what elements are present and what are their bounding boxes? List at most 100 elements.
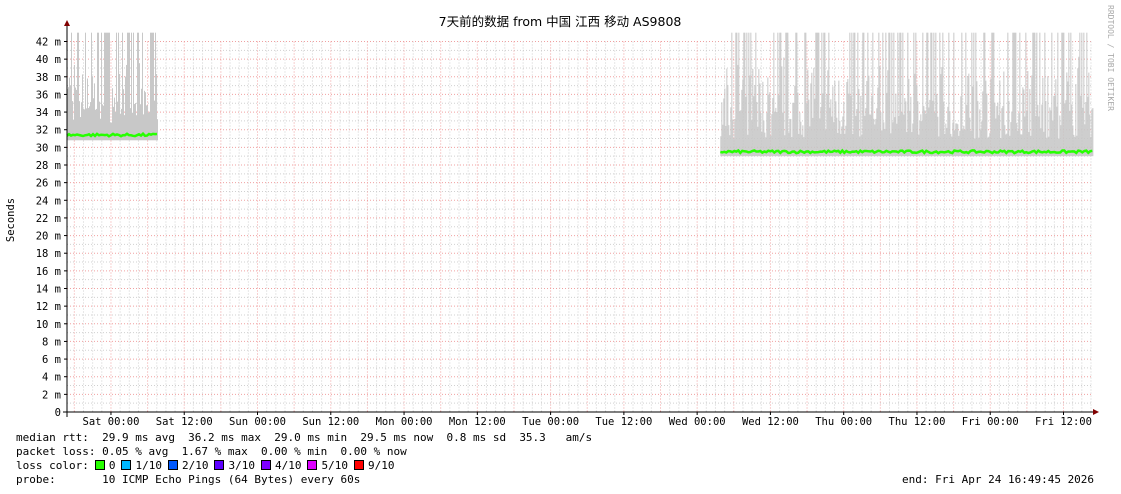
smoke-bar xyxy=(1039,32,1041,157)
smoke-bar xyxy=(864,115,866,157)
smoke-bar xyxy=(872,32,874,157)
smoke-bar xyxy=(775,107,777,157)
smoke-bar xyxy=(103,105,104,141)
y-tick-label: 20 m xyxy=(36,231,61,243)
smoke-bar xyxy=(110,122,111,141)
smoke-bar xyxy=(763,120,765,157)
smoke-bar xyxy=(1047,76,1049,157)
smoke-bar xyxy=(114,97,115,141)
y-axis-arrow-icon xyxy=(64,20,70,26)
smoke-bar xyxy=(91,32,92,141)
smoke-bar xyxy=(888,32,890,157)
y-tick-label: 36 m xyxy=(36,89,61,101)
smoke-bar xyxy=(143,114,144,141)
smoke-bar xyxy=(151,32,152,141)
y-tick-label: 6 m xyxy=(42,354,61,366)
smoke-bar xyxy=(856,109,858,157)
smoke-bar xyxy=(1040,128,1042,157)
smoke-bar xyxy=(1042,77,1044,157)
smoke-bar xyxy=(152,32,153,141)
smoke-bar xyxy=(820,106,822,157)
smoke-bar xyxy=(912,123,914,157)
loss-color-swatch xyxy=(167,460,178,470)
smoke-bar xyxy=(826,94,828,157)
smoke-bar xyxy=(1081,32,1083,157)
smoke-bar xyxy=(1071,104,1073,157)
smoke-bar xyxy=(801,134,803,157)
smoke-bar xyxy=(129,32,130,141)
smoke-bar xyxy=(76,89,77,141)
smoke-bar xyxy=(1064,103,1066,157)
smoke-bar xyxy=(1066,72,1068,157)
smoke-bar xyxy=(943,101,945,157)
smoke-bar xyxy=(766,112,768,157)
smoke-bar xyxy=(840,133,842,157)
smoke-bar xyxy=(1032,32,1034,157)
smoke-bar xyxy=(773,32,775,157)
smoke-bar xyxy=(921,121,923,157)
smoke-bar xyxy=(737,65,739,157)
smoke-bar xyxy=(981,121,983,157)
smoke-bar xyxy=(1091,109,1093,157)
smoke-bar xyxy=(1005,134,1007,157)
smoke-bar xyxy=(725,125,727,157)
smoke-bar xyxy=(145,92,146,141)
smoke-bar xyxy=(896,123,898,157)
smoke-bar xyxy=(838,80,840,157)
smoke-bar xyxy=(726,68,728,157)
smoke-bar xyxy=(833,122,835,157)
x-tick-label: Tue 00:00 xyxy=(522,416,579,428)
smoke-bar xyxy=(738,32,740,157)
smoke-bar xyxy=(1050,110,1052,157)
smoke-bar xyxy=(1059,115,1061,157)
smoke-bar xyxy=(955,123,957,157)
smoke-bar xyxy=(732,119,734,157)
smoke-bar xyxy=(1019,32,1021,157)
smoke-bar xyxy=(769,92,771,157)
smoke-bar xyxy=(979,109,981,157)
smoke-bar xyxy=(134,103,135,141)
smoke-bar xyxy=(777,32,779,157)
smoke-bar xyxy=(1067,81,1069,157)
smoke-bar xyxy=(1025,32,1027,157)
smoke-bar xyxy=(823,32,825,157)
smoke-bar xyxy=(966,104,968,157)
smoke-bar xyxy=(1035,115,1037,157)
smoke-bar xyxy=(920,114,922,157)
x-tick-label: Sat 00:00 xyxy=(83,416,140,428)
smoke-bar xyxy=(130,108,131,141)
loss-color-swatch xyxy=(94,460,105,470)
smoke-bar xyxy=(1057,32,1059,157)
smoke-bar xyxy=(898,115,900,157)
smoke-bar xyxy=(952,122,954,157)
smoke-bar xyxy=(1089,114,1091,157)
smoke-bar xyxy=(113,106,114,141)
smoke-bar xyxy=(875,118,877,157)
smoke-bar xyxy=(904,98,906,157)
y-tick-label: 22 m xyxy=(36,213,61,225)
smoke-bar xyxy=(139,63,140,141)
smoke-bar xyxy=(811,72,813,157)
smoke-bar xyxy=(1054,95,1056,157)
smoke-bar xyxy=(810,83,812,157)
smoke-bar xyxy=(1009,135,1011,157)
smoke-bar xyxy=(1062,32,1064,157)
smoke-bar xyxy=(1090,136,1092,157)
smoke-bar xyxy=(878,32,880,157)
smoke-bar xyxy=(971,32,973,157)
smoke-bar xyxy=(959,130,961,157)
smoke-bar xyxy=(144,90,145,141)
smoke-bar xyxy=(786,32,788,157)
smoke-bar xyxy=(791,137,793,157)
smoke-bar xyxy=(876,108,878,157)
smoke-bar xyxy=(831,116,833,157)
smoke-bar xyxy=(1086,32,1088,157)
smoke-bar xyxy=(975,32,977,157)
smoke-bar xyxy=(842,116,844,157)
smoke-bar xyxy=(1053,96,1055,157)
smoke-bar xyxy=(799,112,801,157)
smoke-bar xyxy=(739,111,741,157)
smoke-bar xyxy=(849,32,851,157)
smoke-bar xyxy=(956,123,958,157)
